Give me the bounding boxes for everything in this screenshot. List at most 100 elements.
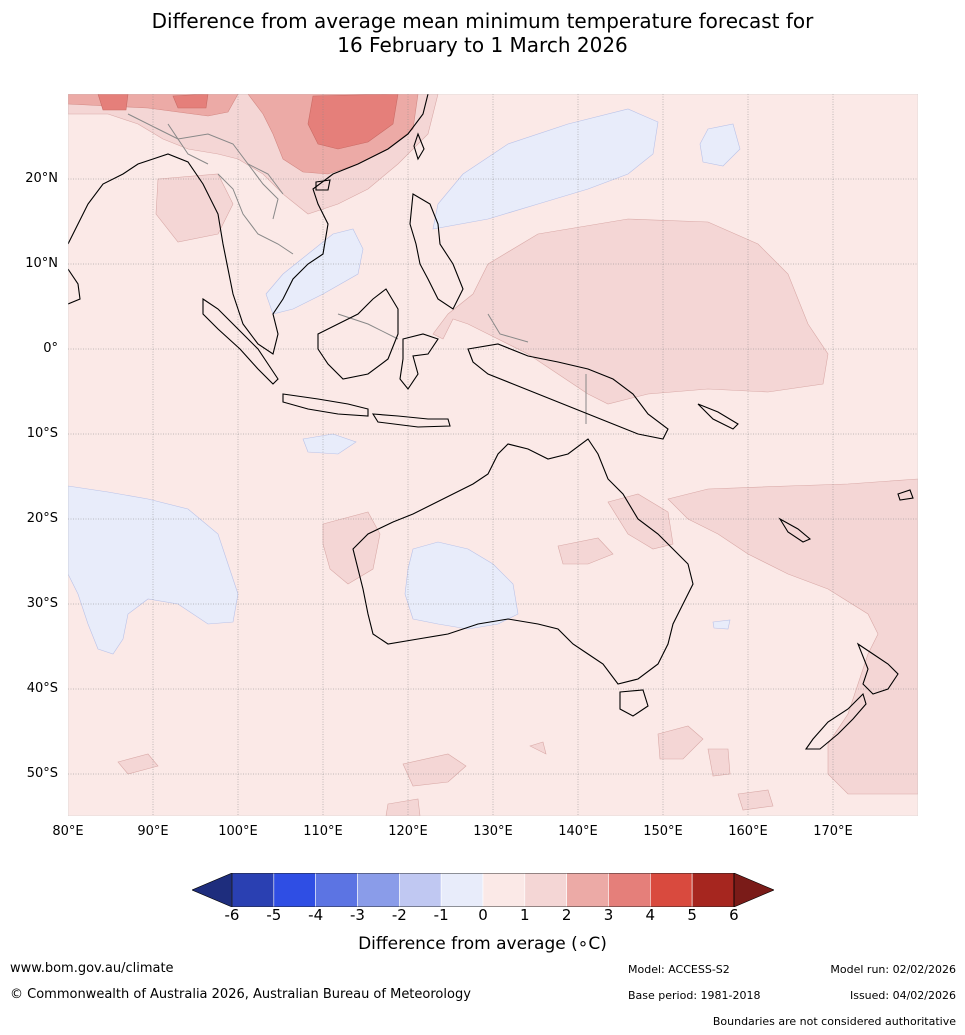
forecast-map <box>68 94 918 816</box>
anomaly-region-scs <box>265 228 364 315</box>
anomaly-regions-1-2 <box>68 94 918 816</box>
footer-model: Model: ACCESS-S2 <box>628 963 730 976</box>
title-line-1: Difference from average mean minimum tem… <box>151 9 814 33</box>
coastlines <box>68 94 914 750</box>
coastline-australia <box>352 438 694 685</box>
coastline-philippines <box>409 193 464 310</box>
colorbar-swatch <box>357 872 400 908</box>
lat-label-0: 0° <box>43 341 58 356</box>
coastline-nz-south <box>804 692 867 750</box>
anomaly-region-timor <box>302 433 357 455</box>
colorbar-swatch <box>649 872 693 908</box>
lat-label-10s: 10°S <box>26 426 58 441</box>
colorbar-swatch <box>566 872 609 908</box>
colorbar-tick-label: 5 <box>687 906 697 924</box>
lat-label-30s: 30°S <box>26 596 58 611</box>
colorbar-label: Difference from average (∘C) <box>358 934 607 954</box>
coastline-new-guinea <box>467 343 669 440</box>
anomaly-region-south-1 <box>657 725 704 760</box>
colorbar-tick-label: 4 <box>645 906 656 924</box>
lon-label-160e: 160°E <box>728 824 768 839</box>
coastline-tasmania <box>619 689 649 717</box>
colorbar-swatch <box>691 872 735 908</box>
colorbar-arrow-high <box>733 872 775 908</box>
anomaly-region-philippine-sea <box>432 108 659 230</box>
footer-disclaimer: Boundaries are not considered authoritat… <box>712 1015 956 1028</box>
coastline-solomons <box>697 403 739 430</box>
anomaly-region-pacific <box>432 218 829 405</box>
colorbar-tick-label: 6 <box>729 906 739 924</box>
anomaly-region-wa <box>322 511 381 585</box>
coastline-sulawesi <box>399 333 439 390</box>
coastline-taiwan <box>413 132 425 161</box>
colorbar-tick-label: -5 <box>266 906 282 924</box>
anomaly-region-south-6 <box>385 798 421 816</box>
map-title: Difference from average mean minimum tem… <box>0 9 965 57</box>
colorbar-tick-label: -2 <box>391 906 407 924</box>
anomaly-region-tasman-small <box>712 619 731 630</box>
colorbar-swatch <box>608 872 651 908</box>
coastline-fiji <box>897 489 914 501</box>
anomaly-region-south-3 <box>402 753 467 787</box>
anomaly-region-south-2 <box>707 748 731 777</box>
lon-label-90e: 90°E <box>137 824 169 839</box>
coastline-india-tip <box>68 268 81 305</box>
anomaly-region-south-5 <box>737 789 774 811</box>
map-svg <box>68 94 918 816</box>
colorbar-swatch <box>231 872 275 908</box>
colorbar-tick-label: -4 <box>308 906 324 924</box>
colorbar-tick-label: -1 <box>433 906 449 924</box>
lat-label-10n: 10°N <box>25 256 58 271</box>
lat-label-40s: 40°S <box>26 681 58 696</box>
coastline-new-caledonia <box>778 517 812 543</box>
colorbar-tick-label: -6 <box>224 906 240 924</box>
colorbar-swatch <box>440 872 484 908</box>
anomaly-region-south-china <box>307 94 399 150</box>
lon-label-140e: 140°E <box>558 824 598 839</box>
anomaly-regions-3-4 <box>97 94 399 150</box>
lat-label-20s: 20°S <box>26 511 58 526</box>
colorbar-arrow-low <box>191 872 233 908</box>
colorbar <box>191 872 775 908</box>
footer-copyright: © Commonwealth of Australia 2026, Austra… <box>10 987 471 1002</box>
colorbar-swatch <box>482 872 526 908</box>
lon-label-100e: 100°E <box>218 824 258 839</box>
colorbar-tick-label: 1 <box>520 906 530 924</box>
colorbar-svg <box>191 872 775 908</box>
colorbar-tick-label: 0 <box>478 906 488 924</box>
coastline-hainan <box>315 179 331 191</box>
lon-label-120e: 120°E <box>388 824 428 839</box>
anomaly-region-qld <box>557 537 614 565</box>
colorbar-swatch <box>524 872 567 908</box>
coastline-nz-north <box>856 642 899 695</box>
colorbar-tick-label: 3 <box>603 906 614 924</box>
anomaly-region-central-aus <box>404 541 519 630</box>
anomaly-region-south-4 <box>117 753 159 775</box>
anomaly-region-tibet-2 <box>172 94 209 109</box>
footer-website: www.bom.gov.au/climate <box>10 961 174 976</box>
lat-label-20n: 20°N <box>25 171 58 186</box>
title-line-2: 16 February to 1 March 2026 <box>337 33 628 57</box>
anomaly-region-tibet-1 <box>97 94 129 111</box>
footer-issued: Issued: 04/02/2026 <box>849 989 956 1002</box>
anomaly-region-south-7 <box>529 741 547 755</box>
footer-model-run: Model run: 02/02/2026 <box>830 963 956 976</box>
coastline-borneo <box>317 288 399 380</box>
colorbar-swatch <box>273 872 316 908</box>
lon-label-80e: 80°E <box>52 824 84 839</box>
colorbar-tick-label: 2 <box>561 906 572 924</box>
coastline-sumatra <box>202 297 279 385</box>
anomaly-region-tasman <box>667 478 918 795</box>
anomaly-region-pacific-small <box>699 123 741 167</box>
lon-label-110e: 110°E <box>303 824 343 839</box>
colorbar-swatch <box>399 872 442 908</box>
coastline-asia <box>68 94 429 355</box>
country-borders <box>127 113 587 424</box>
lon-label-150e: 150°E <box>643 824 683 839</box>
lat-label-50s: 50°S <box>26 766 58 781</box>
footer-base-period: Base period: 1981-2018 <box>628 989 761 1002</box>
lon-label-170e: 170°E <box>813 824 853 839</box>
coastline-lesser-sunda <box>371 413 451 428</box>
lon-label-130e: 130°E <box>473 824 513 839</box>
colorbar-tick-label: -3 <box>350 906 365 924</box>
